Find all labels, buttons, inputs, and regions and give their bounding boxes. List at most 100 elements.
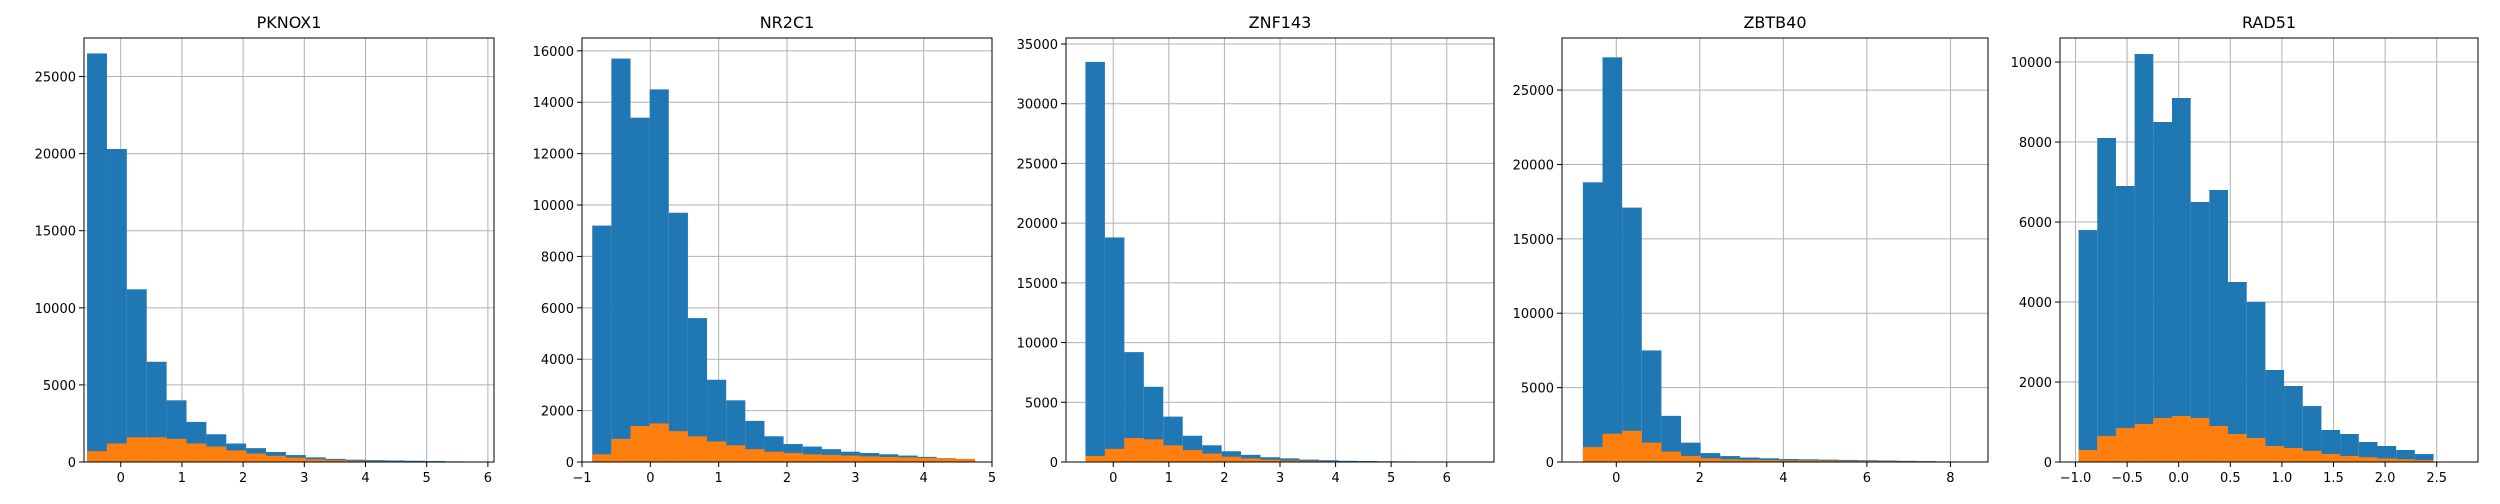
chart-title: RAD51: [2242, 13, 2296, 32]
bar-subset: [1681, 456, 1701, 462]
y-tick-label: 4000: [541, 353, 574, 368]
y-tick-label: 0: [566, 456, 574, 471]
bar-subset: [2172, 416, 2191, 462]
bar-subset: [1183, 450, 1202, 462]
y-tick-label: 20000: [1513, 158, 1554, 173]
bar-total: [631, 118, 650, 462]
bar-subset: [127, 437, 147, 462]
bar-subset: [2153, 418, 2172, 462]
bar-subset: [2265, 446, 2284, 462]
bar-total: [107, 149, 127, 462]
x-tick-label: 0: [1109, 471, 1117, 486]
bar-subset: [2097, 436, 2116, 462]
y-tick-label: 0: [1050, 456, 1058, 471]
bar-subset: [1583, 447, 1603, 462]
x-tick-label: 0.5: [2220, 471, 2241, 486]
x-tick-label: 6: [1443, 471, 1451, 486]
x-tick-label: 2.5: [2426, 471, 2447, 486]
y-tick-label: 30000: [1017, 98, 1058, 113]
y-tick-label: 15000: [1513, 233, 1554, 248]
bar-subset: [2247, 438, 2266, 462]
bar-subset: [764, 452, 783, 462]
y-tick-label: 25000: [35, 71, 76, 86]
x-tick-label: 5: [1387, 471, 1395, 486]
bar-total: [1622, 208, 1642, 462]
x-tick-label: 4: [1779, 471, 1787, 486]
x-tick-label: 4: [1331, 471, 1339, 486]
bar-total: [1583, 182, 1603, 462]
bar-subset: [688, 436, 707, 462]
bar-subset: [1603, 434, 1623, 462]
y-tick-label: 12000: [533, 148, 574, 163]
bar-total: [611, 59, 630, 462]
bar-subset: [745, 449, 764, 462]
bar-total: [669, 213, 688, 462]
bar-subset: [2079, 450, 2098, 462]
x-tick-label: 5: [423, 471, 431, 486]
bar-total: [2097, 138, 2116, 462]
y-tick-label: 25000: [1513, 84, 1554, 99]
x-tick-label: 0: [117, 471, 125, 486]
bar-subset: [1163, 445, 1182, 462]
bar-subset: [822, 455, 841, 462]
bar-subset: [1661, 452, 1681, 462]
x-tick-label: 4: [920, 471, 928, 486]
chart-title: NR2C1: [760, 13, 815, 32]
y-tick-label: 35000: [1017, 38, 1058, 53]
bar-subset: [841, 456, 860, 462]
y-tick-label: 8000: [2019, 136, 2052, 151]
bar-subset: [147, 437, 167, 462]
bar-subset: [167, 439, 187, 462]
bar-subset: [631, 426, 650, 462]
chart-title: ZBTB40: [1743, 13, 1806, 32]
bar-total: [1603, 57, 1623, 462]
bar-subset: [611, 439, 630, 462]
y-tick-label: 20000: [35, 148, 76, 163]
bar-total: [2079, 230, 2098, 462]
bar-subset: [2116, 428, 2135, 462]
y-tick-label: 10000: [2011, 56, 2052, 71]
bar-subset: [226, 450, 246, 462]
y-tick-label: 6000: [541, 302, 574, 317]
bar-subset: [669, 431, 688, 462]
y-tick-label: 10000: [1017, 337, 1058, 352]
bar-subset: [187, 443, 207, 462]
y-tick-label: 15000: [35, 225, 76, 240]
x-tick-label: 6: [484, 471, 492, 486]
bar-subset: [2135, 424, 2154, 462]
bar-subset: [2359, 457, 2378, 462]
chart-title: PKNOX1: [257, 13, 322, 32]
x-tick-label: −1.0: [2060, 471, 2092, 486]
x-tick-label: 1: [715, 471, 723, 486]
y-tick-label: 2000: [2019, 376, 2052, 391]
bar-total: [127, 289, 147, 462]
x-tick-label: 2: [783, 471, 791, 486]
y-tick-label: 20000: [1017, 217, 1058, 232]
bar-subset: [860, 456, 879, 462]
bar-subset: [879, 457, 898, 462]
bar-subset: [1642, 443, 1662, 462]
y-tick-label: 10000: [533, 199, 574, 214]
bar-subset: [937, 458, 956, 462]
bar-total: [87, 53, 107, 462]
bar-total: [2135, 54, 2154, 462]
bar-subset: [918, 458, 937, 462]
x-tick-label: 0: [646, 471, 654, 486]
y-tick-label: 2000: [541, 405, 574, 420]
bar-subset: [1222, 457, 1241, 462]
bar-subset: [803, 454, 822, 462]
bar-subset: [2209, 426, 2228, 462]
bar-subset: [784, 453, 803, 462]
y-tick-label: 16000: [533, 45, 574, 60]
y-tick-label: 10000: [1513, 307, 1554, 322]
x-tick-label: −0.5: [2111, 471, 2143, 486]
bar-subset: [1144, 439, 1163, 462]
